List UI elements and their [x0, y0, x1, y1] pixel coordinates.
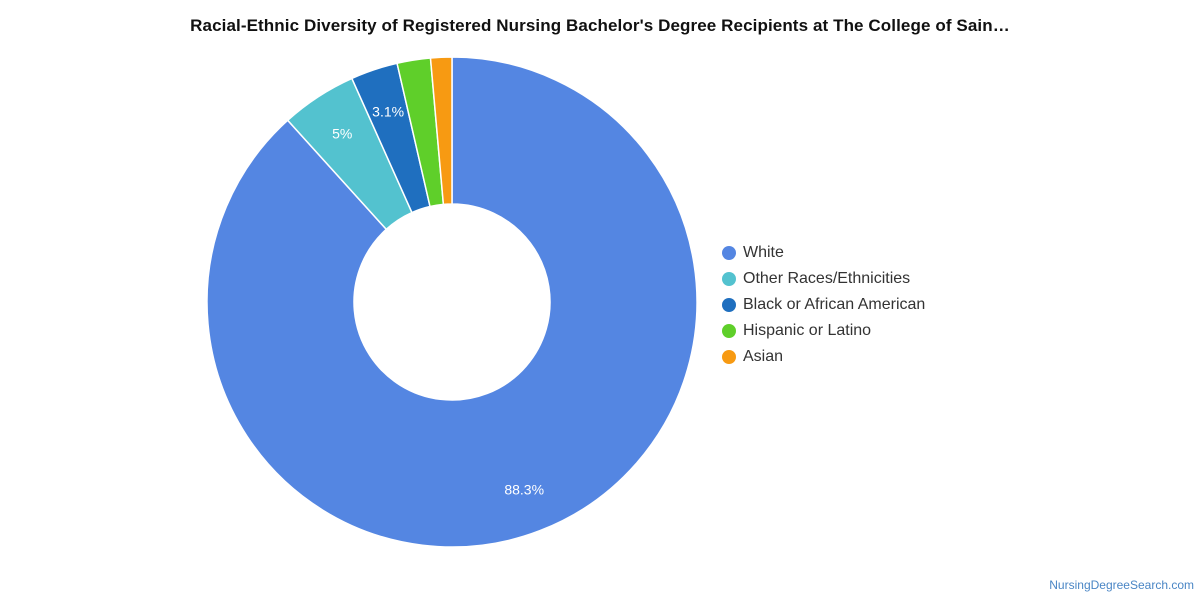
legend-item-black-or-african-american[interactable]: Black or African American: [722, 292, 925, 318]
legend-swatch: [722, 350, 736, 364]
slice-label-white: 88.3%: [504, 481, 544, 497]
legend-item-other-races-ethnicities[interactable]: Other Races/Ethnicities: [722, 266, 925, 292]
chart-legend: White Other Races/Ethnicities Black or Afr…: [722, 240, 925, 370]
legend-swatch: [722, 246, 736, 260]
slice-asian[interactable]: [429, 56, 453, 206]
slice-label-other-races-ethnicities: 5%: [332, 126, 352, 142]
chart-title: Racial-Ethnic Diversity of Registered Nu…: [190, 16, 1010, 35]
legend-swatch: [722, 298, 736, 312]
legend-label: Black or African American: [743, 296, 926, 313]
slice-white[interactable]: [206, 56, 698, 548]
legend-item-white[interactable]: White: [722, 240, 925, 266]
legend-label: Hispanic or Latino: [743, 322, 872, 339]
legend-label: White: [743, 244, 784, 261]
legend-item-hispanic-or-latino[interactable]: Hispanic or Latino: [722, 318, 925, 344]
legend-item-asian[interactable]: Asian: [722, 344, 925, 370]
source-link[interactable]: NursingDegreeSearch.com: [1049, 578, 1194, 592]
legend-label: Asian: [743, 348, 784, 365]
legend-label: Other Races/Ethnicities: [743, 270, 911, 287]
legend-swatch: [722, 324, 736, 338]
legend-swatch: [722, 272, 736, 286]
slice-label-black-or-african-american: 3.1%: [372, 104, 404, 120]
